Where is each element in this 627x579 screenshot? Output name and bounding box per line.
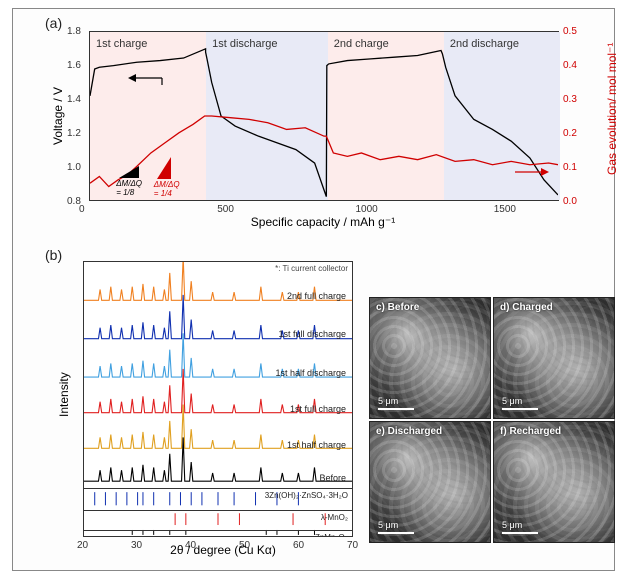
chart-a-yleft-tick: 1.6 [67, 60, 81, 71]
xrd-trace-label: 1st full charge [290, 404, 346, 414]
chart-b-ylabel: Intensity [57, 372, 71, 417]
panel-a: (a) 1st charge1st discharge2nd charge2nd… [43, 15, 603, 235]
chart-a-yright-tick: 0.3 [563, 94, 577, 105]
sem-image-e: e) Discharged 5 μm [369, 421, 491, 543]
chart-a-plot-area: 1st charge1st discharge2nd charge2nd dis… [89, 31, 559, 201]
scale-bar [378, 532, 414, 534]
sem-image-c: c) Before 5 μm [369, 297, 491, 419]
chart-a-yleft-tick: 1.8 [67, 26, 81, 37]
chart-a-yright-tick: 0.2 [563, 128, 577, 139]
scale-bar-label: 5 μm [502, 396, 522, 406]
chart-b-x-tick: 70 [347, 540, 358, 551]
panel-a-label: (a) [45, 15, 62, 31]
xrd-trace-label: 1st half charge [287, 440, 346, 450]
scale-bar-label: 5 μm [502, 520, 522, 530]
chart-a-ylabel-left: Voltage / V [51, 87, 65, 145]
xrd-trace-label: 1st full discharge [278, 329, 346, 339]
scale-bar-label: 5 μm [378, 396, 398, 406]
chart-a-xlabel: Specific capacity / mAh g⁻¹ [213, 215, 433, 229]
chart-a-yright-tick: 0.4 [563, 60, 577, 71]
chart-b-x-tick: 20 [77, 540, 88, 551]
chart-a-yleft-tick: 1.4 [67, 94, 81, 105]
slope-triangle-label: ΔM/ΔQ = 1/8 [116, 179, 142, 197]
xrd-ref-label: ZnMn₂O₄ [315, 533, 348, 537]
chart-a-yleft-tick: 1.2 [67, 128, 81, 139]
sem-label: d) Charged [500, 302, 553, 313]
chart-b-xlabel: 2θ / degree (Cu Kα) [133, 543, 313, 557]
sem-image-f: f) Recharged 5 μm [493, 421, 615, 543]
chart-a-x-tick: 0 [79, 204, 85, 215]
chart-a-x-tick: 1000 [355, 204, 377, 215]
panel-b: (b) Intensity 2nd full charge 1st full di… [43, 247, 363, 567]
chart-a-yright-tick: 0.1 [563, 162, 577, 173]
xrd-ref-row: 3Zn(OH)₂·ZnSO₄·3H₂O [84, 488, 352, 510]
slope-triangle-label: ΔM/ΔQ = 1/4 [154, 180, 180, 198]
figure-frame: (a) 1st charge1st discharge2nd charge2nd… [12, 8, 615, 571]
chart-a-yright-tick: 0.5 [563, 26, 577, 37]
chart-a-yleft-tick: 1.0 [67, 162, 81, 173]
arrow-left-icon [128, 71, 164, 90]
xrd-ref-label: λ-MnO₂ [321, 513, 348, 522]
sem-label: c) Before [376, 302, 419, 313]
chart-a-ylabel-right: Gas evolution/ mol mol⁻¹ [605, 43, 619, 175]
sem-label: f) Recharged [500, 426, 561, 437]
scale-bar [502, 532, 538, 534]
xrd-ref-label: 3Zn(OH)₂·ZnSO₄·3H₂O [265, 491, 348, 500]
xrd-ref-row: λ-MnO₂ [84, 510, 352, 529]
sem-grid: c) Before5 μmd) Charged5 μme) Discharged… [369, 297, 615, 543]
chart-a-x-tick: 500 [217, 204, 234, 215]
chart-b-note: *: Ti current collector [275, 264, 348, 273]
sem-image-d: d) Charged 5 μm [493, 297, 615, 419]
xrd-trace-label: Before [319, 473, 346, 483]
xrd-trace-label: 2nd full charge [287, 291, 346, 301]
xrd-trace-label: 1st half discharge [275, 368, 346, 378]
sem-label: e) Discharged [376, 426, 442, 437]
chart-a-x-tick: 1500 [494, 204, 516, 215]
xrd-ref-row: ZnMn₂O₄ [84, 530, 352, 537]
scale-bar [502, 408, 538, 410]
arrow-right-icon [513, 165, 549, 184]
scale-bar [378, 408, 414, 410]
chart-b-plot-area: 2nd full charge 1st full discharge 1st hal… [83, 261, 353, 537]
chart-a-yright-tick: 0.0 [563, 196, 577, 207]
scale-bar-label: 5 μm [378, 520, 398, 530]
panel-b-label: (b) [45, 247, 62, 263]
